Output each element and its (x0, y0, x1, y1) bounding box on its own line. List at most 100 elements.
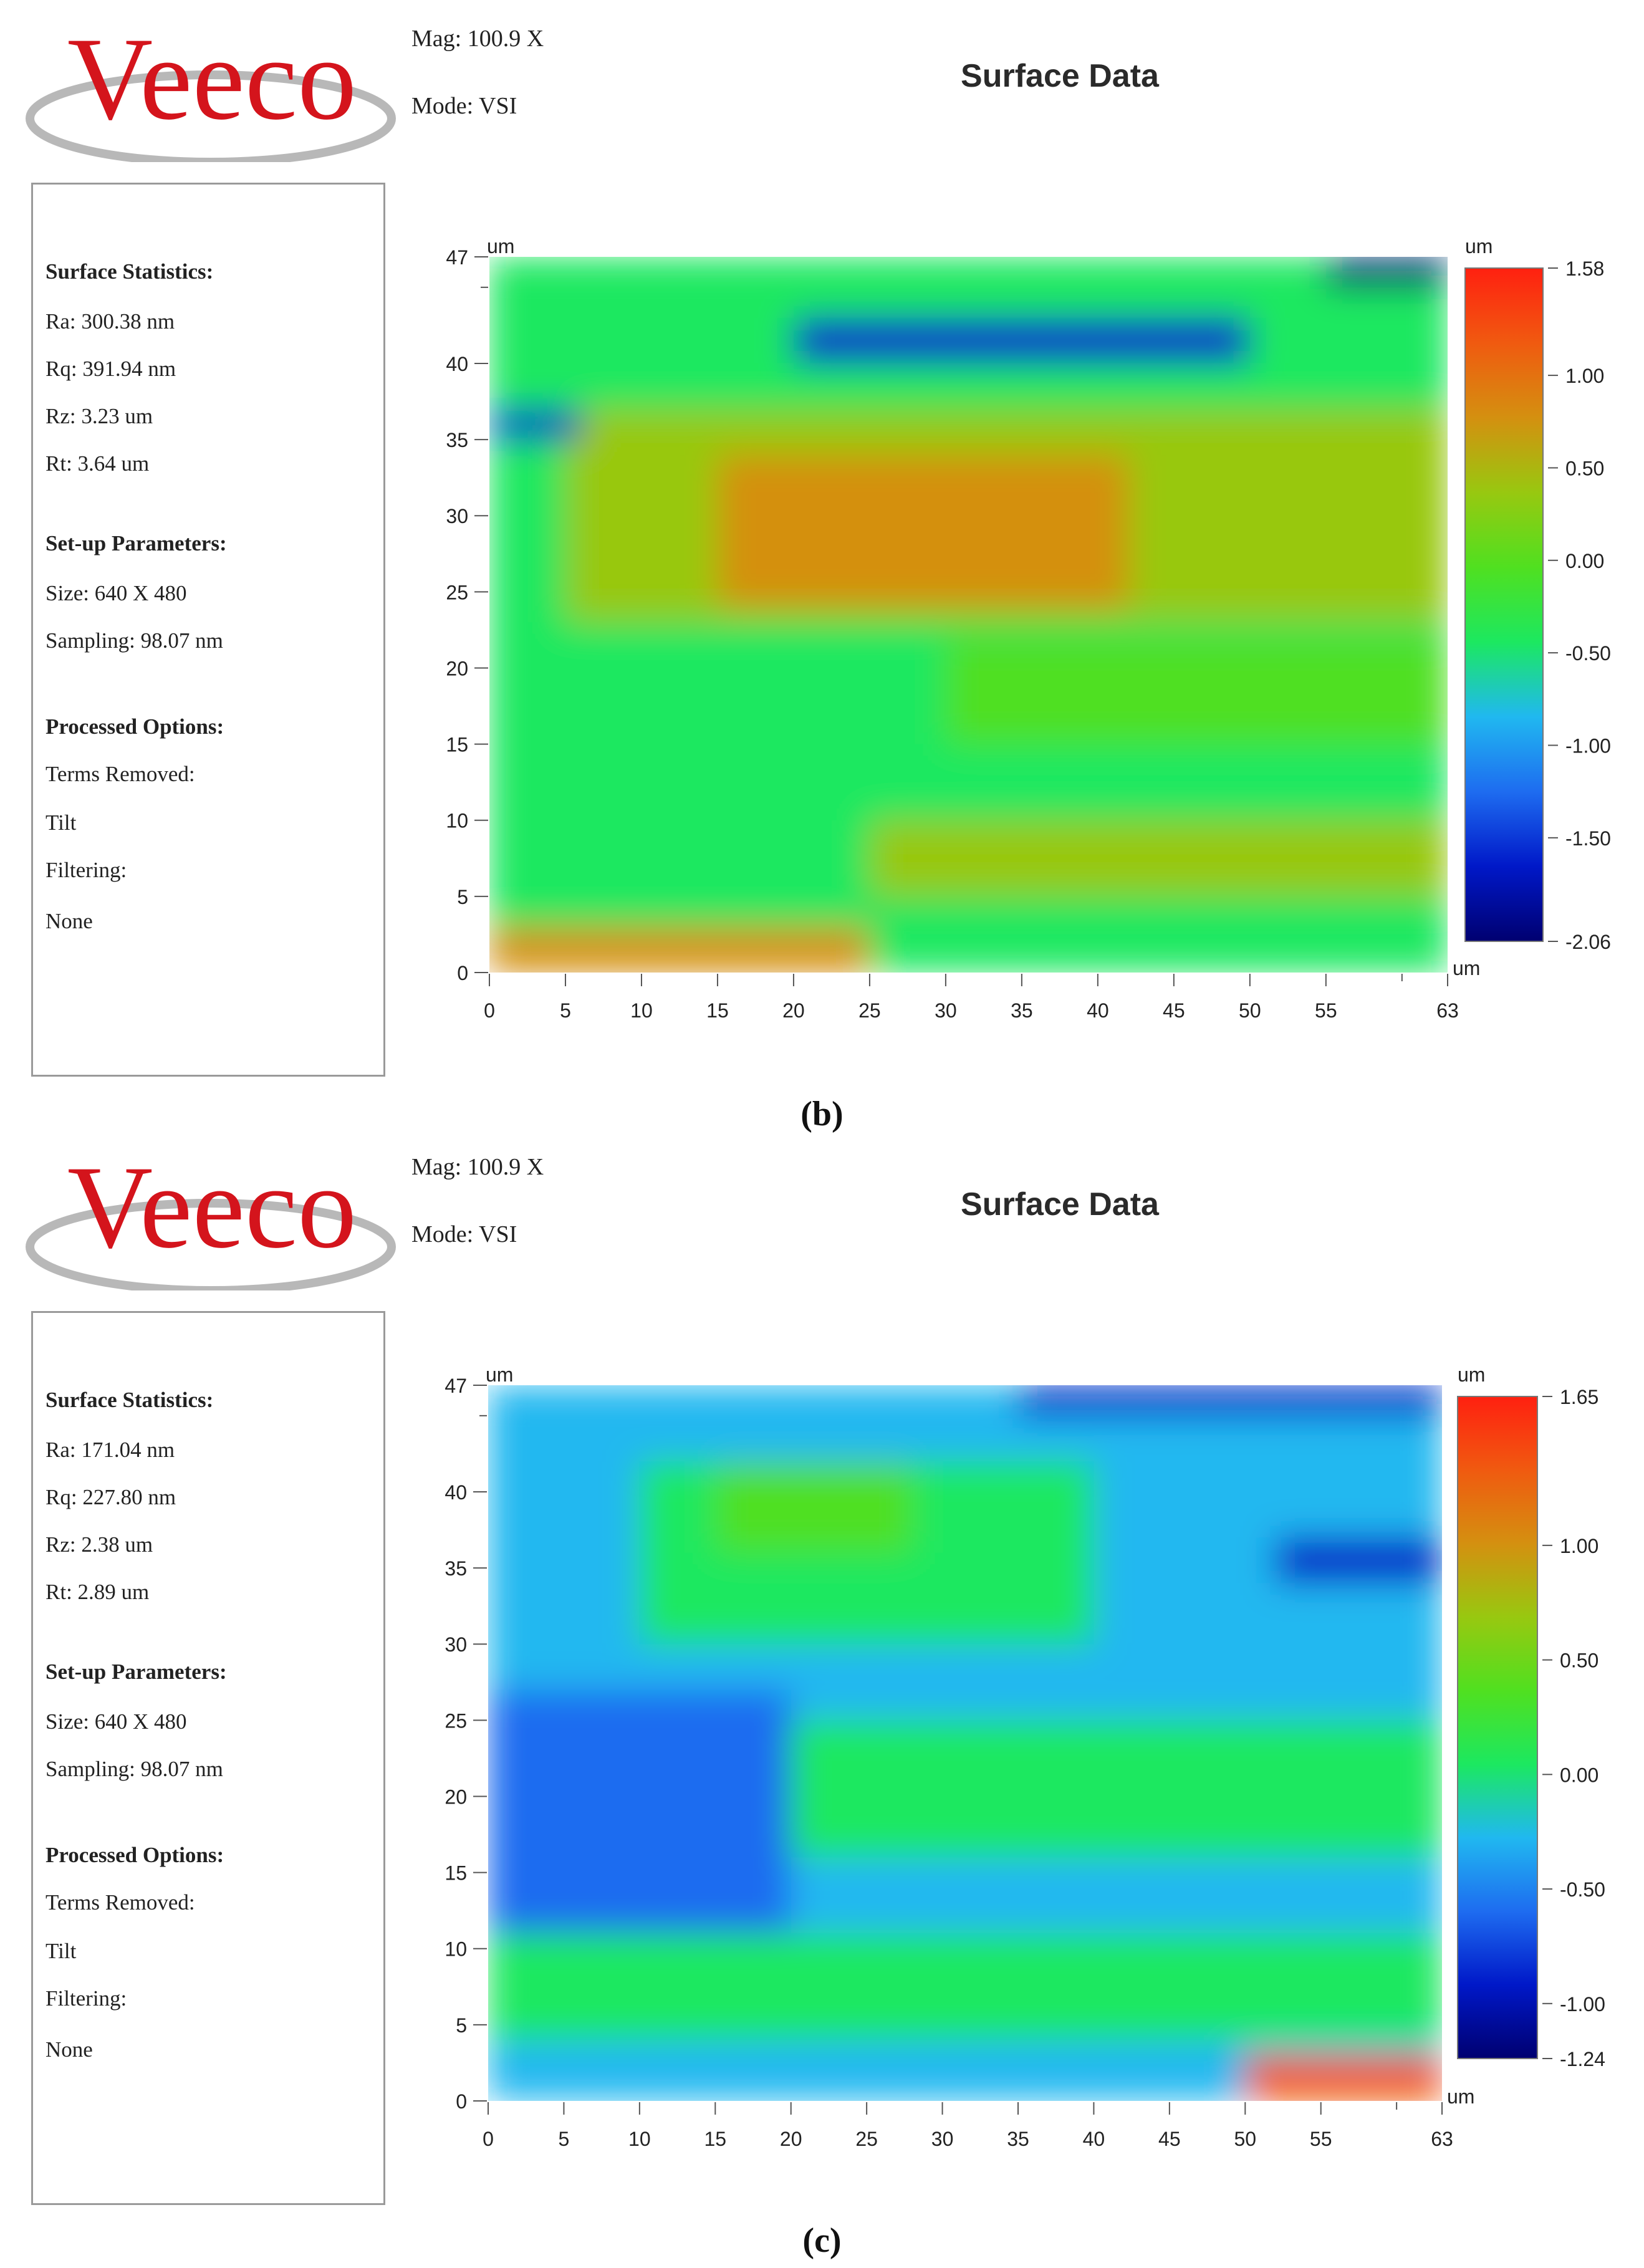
surface-panel-b: Veeco Mag: 100.9 X Mode: VSI Surface Dat… (0, 0, 1644, 1133)
magnification-label: Mag: 100.9 X (411, 1154, 544, 1180)
x-tick-label: 25 (858, 999, 881, 1022)
surface-panel-c: Veeco Mag: 100.9 X Mode: VSI Surface Dat… (0, 1128, 1644, 2260)
size-value: Size: 640 X 480 (46, 581, 187, 605)
colorbar-tick-label: 1.65 (1560, 1386, 1598, 1408)
colorbar-tick-label: 0.00 (1560, 1764, 1598, 1786)
x-tick-label: 20 (780, 2128, 802, 2150)
x-tick-label: 0 (483, 2128, 494, 2150)
y-tick-label: 30 (445, 1633, 467, 1656)
heatmap-region (488, 1689, 791, 1949)
colorbar-tick-label: -0.50 (1560, 1878, 1605, 1901)
colorbar (1464, 267, 1544, 942)
veeco-logo: Veeco (24, 14, 398, 166)
x-tick-label: 63 (1436, 999, 1459, 1022)
mode-label: Mode: VSI (411, 1221, 517, 1247)
statistics-box: Surface Statistics: Ra: 171.04 nm Rq: 22… (31, 1311, 385, 2205)
terms-removed-label: Terms Removed: (46, 762, 195, 786)
heatmap-region (869, 820, 1448, 896)
x-tick-label: 15 (706, 999, 729, 1022)
heatmap-region (489, 409, 581, 440)
y-tick-label: 15 (445, 1862, 467, 1885)
veeco-logo-graphic: Veeco (26, 1142, 396, 1295)
y-tick-label: 30 (446, 505, 468, 527)
setup-parameters-heading: Set-up Parameters: (46, 1660, 227, 1684)
terms-removed-value: Tilt (46, 1939, 77, 1963)
magnification-label: Mag: 100.9 X (411, 26, 544, 52)
rq-value: Rq: 391.94 nm (46, 357, 176, 381)
x-tick-label: 30 (935, 999, 957, 1022)
x-axis-unit: um (1447, 2085, 1474, 2108)
ra-value: Ra: 171.04 nm (46, 1438, 175, 1462)
sampling-value: Sampling: 98.07 nm (46, 1757, 223, 1781)
figure-caption: (c) (802, 2221, 842, 2260)
rz-value: Rz: 3.23 um (46, 404, 153, 428)
size-value: Size: 640 X 480 (46, 1709, 187, 1734)
logo-text: Veeco (67, 25, 357, 145)
processed-options-heading: Processed Options: (46, 1843, 224, 1867)
logo-text: Veeco (67, 1153, 357, 1273)
heatmap-region (489, 257, 1448, 318)
x-tick-label: 63 (1431, 2128, 1453, 2150)
y-tick-label: 47 (445, 1375, 467, 1397)
heatmap-region (489, 926, 870, 973)
x-tick-label: 10 (628, 2128, 651, 2150)
y-tick-label: 40 (446, 353, 468, 375)
surface-heatmap-chart: um um um 0 5 10 15 20 25 30 35 40 47 0 5 10 15 20 25 30 35 40… (446, 235, 1611, 1022)
surface-statistics-heading: Surface Statistics: (46, 1388, 214, 1412)
y-tick-label: 15 (446, 734, 468, 756)
y-tick-label: 5 (456, 2014, 467, 2037)
colorbar-tick-label: -1.24 (1560, 2048, 1605, 2070)
rt-value: Rt: 2.89 um (46, 1580, 150, 1604)
x-tick-label: 10 (630, 999, 653, 1022)
x-tick-label: 45 (1163, 999, 1185, 1022)
y-tick-label: 47 (446, 246, 468, 269)
veeco-logo: Veeco (24, 1142, 398, 1295)
colorbar-tick-label: 0.50 (1565, 457, 1604, 479)
y-tick-label: 35 (445, 1557, 467, 1580)
y-tick-label: 35 (446, 429, 468, 451)
y-tick-label: 20 (446, 657, 468, 680)
x-tick-label: 40 (1083, 2128, 1105, 2150)
colorbar-tick-label: 1.58 (1565, 257, 1604, 280)
x-tick-label: 35 (1011, 999, 1033, 1022)
filtering-label: Filtering: (46, 1986, 127, 2011)
terms-removed-label: Terms Removed: (46, 1890, 195, 1915)
colorbar-unit: um (1458, 1363, 1485, 1386)
x-tick-label: 50 (1234, 2128, 1256, 2150)
x-tick-label: 40 (1087, 999, 1109, 1022)
y-tick-label: 5 (457, 886, 468, 908)
x-tick-label: 45 (1158, 2128, 1181, 2150)
y-tick-label: 0 (457, 962, 468, 984)
heatmap-region (945, 637, 1448, 744)
x-tick-label: 50 (1239, 999, 1261, 1022)
heatmap-region (1018, 1385, 1442, 1416)
statistics-box: Surface Statistics: Ra: 300.38 nm Rq: 39… (31, 183, 385, 1077)
filtering-value: None (46, 909, 93, 933)
colorbar (1457, 1396, 1538, 2059)
x-tick-label: 35 (1007, 2128, 1029, 2150)
x-tick-label: 30 (931, 2128, 954, 2150)
y-tick-label: 10 (445, 1938, 467, 1961)
ra-value: Ra: 300.38 nm (46, 309, 175, 334)
processed-options-heading: Processed Options: (46, 714, 224, 739)
colorbar-tick-label: 1.00 (1560, 1535, 1598, 1557)
x-tick-label: 15 (704, 2128, 726, 2150)
heatmap-region (717, 454, 1128, 607)
colorbar-tick-label: 0.00 (1565, 550, 1604, 572)
heatmap-region (1275, 1537, 1442, 1583)
surface-statistics-heading: Surface Statistics: (46, 259, 214, 284)
x-tick-label: 5 (559, 2128, 570, 2150)
y-tick-label: 40 (445, 1481, 467, 1504)
x-tick-label: 55 (1310, 2128, 1332, 2150)
colorbar-tick-label: -0.50 (1565, 642, 1611, 665)
colorbar-tick-label: 1.00 (1565, 365, 1604, 387)
sampling-value: Sampling: 98.07 nm (46, 628, 223, 653)
y-axis-unit: um (486, 1363, 513, 1386)
colorbar-tick-label: -1.00 (1560, 1993, 1605, 2016)
rz-value: Rz: 2.38 um (46, 1532, 153, 1557)
figure-caption: (b) (800, 1095, 844, 1133)
surface-heatmap-chart: um um um 0 5 10 15 20 25 30 35 40 47 0 5 10 15 20 25 30 35 40… (445, 1363, 1605, 2150)
y-tick-label: 10 (446, 810, 468, 832)
x-tick-label: 20 (782, 999, 805, 1022)
y-axis-unit: um (487, 235, 514, 257)
